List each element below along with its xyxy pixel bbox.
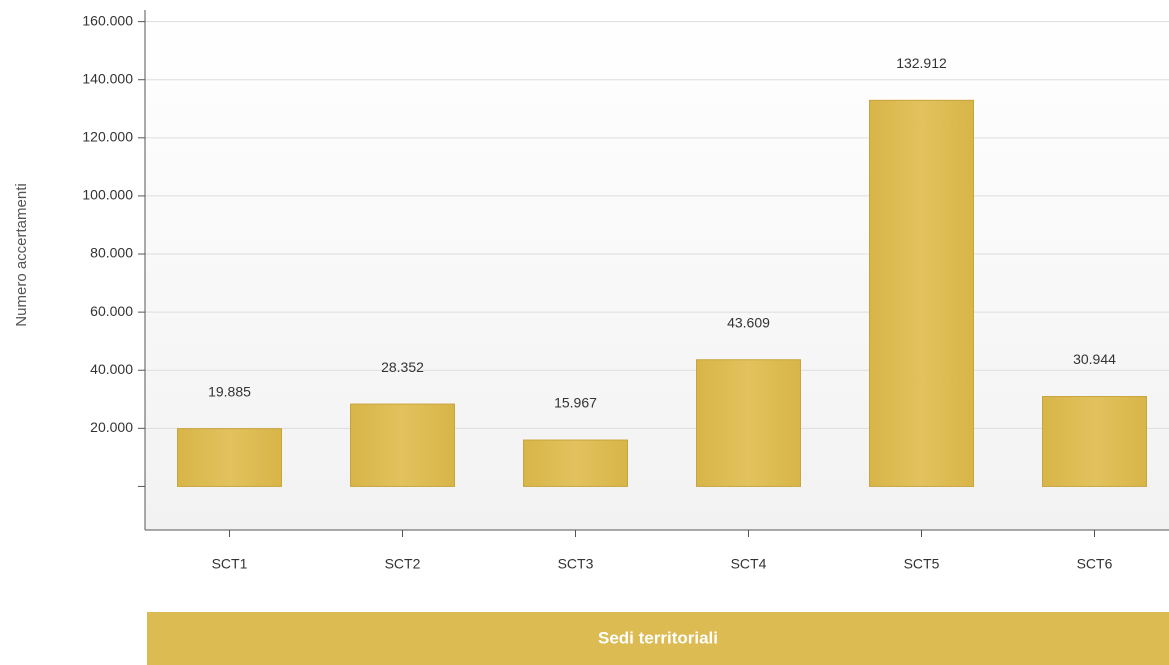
bar <box>177 428 282 487</box>
x-axis-band <box>147 612 1169 665</box>
x-tick-label: SCT5 <box>904 556 940 572</box>
value-label: 30.944 <box>1073 351 1116 367</box>
x-axis-label: Sedi territoriali <box>598 628 718 647</box>
x-tick-label: SCT1 <box>212 556 248 572</box>
bar <box>523 439 628 487</box>
x-tick-label: SCT4 <box>731 556 767 572</box>
y-tick-label: 20.000 <box>90 419 133 435</box>
y-tick-label: 60.000 <box>90 303 133 319</box>
y-tick-label: 160.000 <box>82 12 133 28</box>
y-tick-label: 80.000 <box>90 245 133 261</box>
bar <box>696 359 801 487</box>
bar <box>869 99 974 487</box>
value-label: 28.352 <box>381 359 424 375</box>
y-tick-label: 40.000 <box>90 361 133 377</box>
y-tick-label: 120.000 <box>82 129 133 145</box>
plot-area <box>145 10 1169 530</box>
y-axis-label: Numero accertamenti <box>13 183 30 326</box>
value-label: 132.912 <box>896 55 947 71</box>
value-label: 19.885 <box>208 383 251 399</box>
bar <box>1042 396 1147 487</box>
y-tick-label: 100.000 <box>82 187 133 203</box>
x-tick-label: SCT6 <box>1077 556 1113 572</box>
bar <box>350 403 455 487</box>
x-tick-label: SCT2 <box>385 556 421 572</box>
y-tick-label: 140.000 <box>82 70 133 86</box>
x-tick-label: SCT3 <box>558 556 594 572</box>
value-label: 15.967 <box>554 395 597 411</box>
value-label: 43.609 <box>727 314 770 330</box>
